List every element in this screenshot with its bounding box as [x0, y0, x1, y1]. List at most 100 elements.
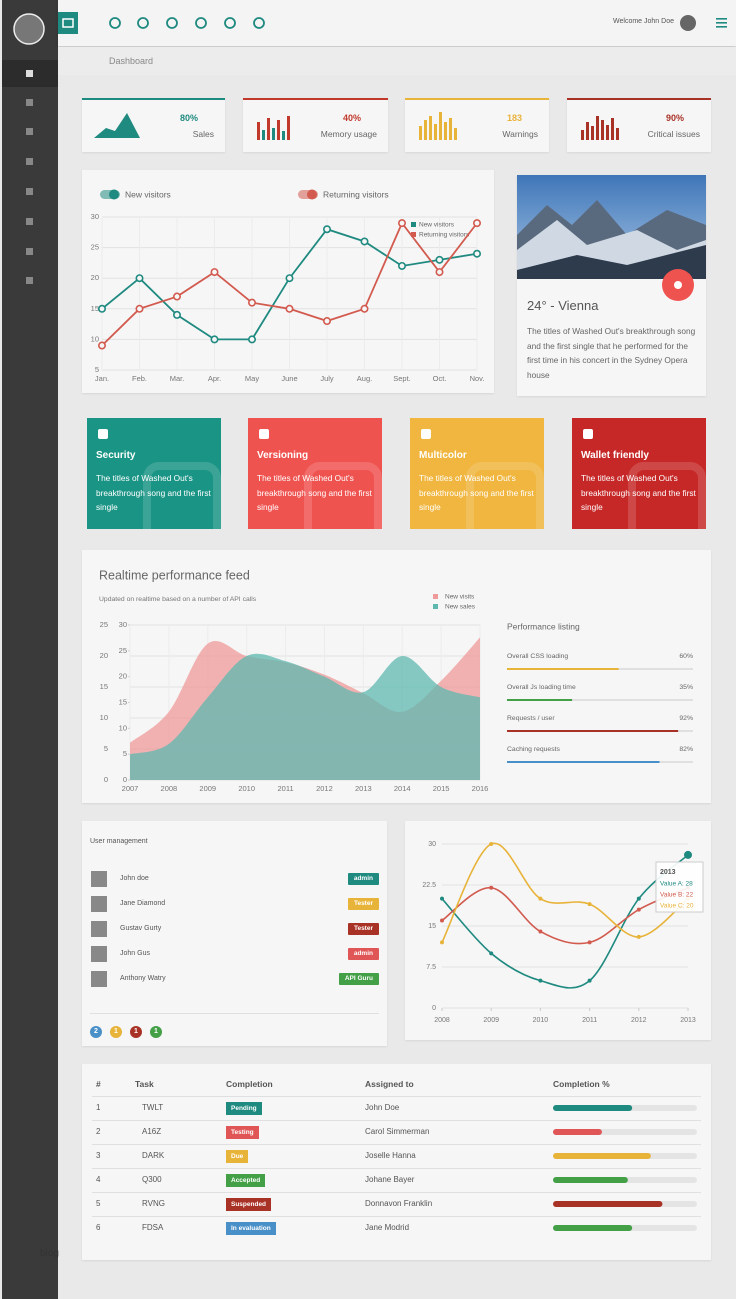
user-role: API Guru — [338, 973, 379, 985]
stat-value: 90% — [665, 113, 684, 123]
mountain-front — [517, 245, 706, 279]
sparkline-bar — [287, 116, 290, 140]
legend-label: New visitors — [125, 189, 171, 199]
feature-small-icon — [583, 429, 593, 439]
values-chart: 0 7.5 15 22.5 30 2008 2009 2010 2011 2012 2013 2013… — [422, 841, 704, 1024]
feature-watermark — [143, 462, 221, 529]
y2-tick-label: 30 — [119, 620, 127, 629]
weather-button[interactable] — [658, 265, 698, 305]
point — [97, 304, 106, 313]
x-tick-label: 2012 — [631, 1017, 647, 1024]
inner-legend-swatch — [411, 222, 416, 227]
header-icon[interactable] — [137, 17, 149, 29]
sidebar-icon[interactable] — [26, 99, 33, 106]
feature-card: Versioning The titles of Washed Out's bre… — [248, 418, 382, 529]
table-header: Completion — [226, 1079, 273, 1089]
header-icon[interactable] — [109, 17, 121, 29]
breadcrumb[interactable]: Dashboard — [109, 56, 154, 66]
point — [248, 298, 257, 307]
tasks-card: # Task Completion Assigned to Completion % 1 T… — [82, 1064, 711, 1260]
user-name[interactable]: John Gus — [120, 950, 150, 957]
header-icon[interactable] — [195, 17, 207, 29]
performance-value: 60% — [679, 653, 693, 660]
point — [587, 978, 592, 983]
hamburger-line[interactable] — [716, 26, 727, 28]
y-tick-label: 30 — [428, 841, 436, 848]
tooltip-line: Value C: 20 — [660, 903, 694, 910]
row-id: 6 — [96, 1223, 101, 1232]
performance-track — [507, 699, 693, 701]
x-tick-label: Oct. — [433, 374, 447, 383]
sun-icon — [674, 281, 682, 289]
user-name[interactable]: Gustav Gurty — [120, 925, 162, 932]
stat-value: 183 — [506, 113, 522, 123]
welcome-text[interactable]: Welcome John Doe — [613, 18, 674, 25]
legend-toggle-knob[interactable] — [307, 189, 317, 200]
table-header: Completion % — [553, 1079, 610, 1089]
x-tick-label: May — [245, 374, 259, 383]
point — [173, 292, 182, 301]
y-tick-label: 20 — [91, 273, 99, 282]
sidebar-icon[interactable] — [26, 277, 33, 284]
stat-card: 80% Sales — [82, 98, 225, 152]
x-tick-label: 2008 — [161, 784, 178, 793]
completion-bar-box — [553, 1129, 697, 1135]
y-tick-label: 20 — [100, 651, 108, 660]
performance-label: Overall Js loading time — [507, 684, 576, 691]
breadcrumb-bar — [58, 47, 736, 75]
user-avatar — [91, 871, 107, 887]
performance-bar — [507, 668, 619, 670]
y2-tick-label: 25 — [119, 646, 127, 655]
header-icon[interactable] — [253, 17, 265, 29]
legend-toggle-knob[interactable] — [109, 189, 119, 200]
x-tick-label: 2013 — [355, 784, 372, 793]
line — [441, 886, 689, 945]
point — [360, 237, 369, 246]
point — [538, 896, 543, 901]
user-name[interactable]: Jane Diamond — [120, 900, 166, 907]
weather-image — [517, 175, 706, 279]
header-icon[interactable] — [224, 17, 236, 29]
sparkline-bar — [282, 131, 285, 140]
hamburger-line[interactable] — [716, 22, 727, 24]
inner-legend-label: New visitors — [419, 222, 455, 229]
user-role: Tester — [347, 898, 379, 910]
tooltip — [655, 861, 704, 913]
sidebar-icon[interactable] — [26, 158, 33, 165]
row-id: 2 — [96, 1127, 101, 1136]
y-tick-label: 25 — [91, 243, 99, 252]
row-assigned: John Doe — [365, 1103, 400, 1112]
user-name[interactable]: John doe — [120, 875, 149, 882]
sidebar-icon[interactable] — [26, 248, 33, 255]
user-avatar — [91, 896, 107, 912]
header-avatar — [680, 15, 696, 31]
inner-legend-label: Returning visitors — [419, 232, 470, 239]
users-title: User management — [90, 838, 148, 845]
x-tick-label: 2009 — [483, 1017, 499, 1024]
menu-button[interactable] — [58, 12, 78, 34]
sparkline-bar — [454, 128, 457, 140]
user-name[interactable]: Anthony Watry — [120, 975, 166, 982]
sidebar-icons — [26, 70, 33, 284]
point — [636, 907, 641, 912]
tooltip-title: 2013 — [660, 869, 676, 876]
row-id: 1 — [96, 1103, 101, 1112]
y-tick-label: 7.5 — [426, 964, 436, 971]
sidebar-icon[interactable] — [26, 188, 33, 195]
row-task: A16Z — [142, 1127, 162, 1136]
point — [684, 850, 692, 859]
sidebar-icon[interactable] — [26, 218, 33, 225]
stat-sparkline — [94, 113, 140, 138]
sidebar-icon[interactable] — [26, 70, 33, 77]
stat-label: Warnings — [502, 129, 538, 139]
point — [323, 317, 332, 326]
completion-bar — [553, 1177, 628, 1183]
performance-bar — [507, 730, 679, 732]
sidebar-icon[interactable] — [26, 128, 33, 135]
x-tick-label: Aug. — [357, 374, 372, 383]
header-icon[interactable] — [166, 17, 178, 29]
hamburger-line[interactable] — [716, 18, 727, 20]
sparkline-bar — [439, 112, 442, 140]
feature-icon — [98, 429, 221, 529]
